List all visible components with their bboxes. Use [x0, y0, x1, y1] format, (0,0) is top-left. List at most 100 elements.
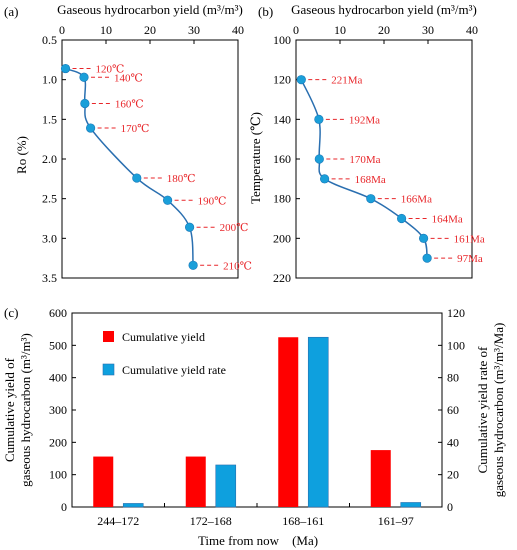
a-annotation-label: 160℃: [115, 98, 144, 110]
panel-a-points: [60, 63, 198, 270]
b-data-point: [422, 253, 432, 263]
b-y-tick-label: 160: [273, 152, 291, 166]
a-data-point: [188, 260, 198, 270]
panel-c-y-axis-title-line-2: gaseous hydrocarbon (m³/m³): [18, 333, 33, 487]
b-y-tick-label: 200: [273, 231, 291, 245]
c-y-tick-label: 100: [49, 468, 67, 482]
a-data-point: [132, 173, 142, 183]
panel-a: (a) Gaseous hydrocarbon yield (m³/m³) Ro…: [4, 2, 252, 285]
b-x-tick-label: 40: [466, 23, 478, 37]
b-y-tick-label: 140: [273, 112, 291, 126]
panel-a-plot-frame: [61, 39, 239, 279]
b-annotation-label: 221Ma: [331, 75, 362, 87]
b-data-point: [296, 75, 306, 85]
b-data-point: [320, 174, 330, 184]
panel-a-y-axis-title: Ro (%): [14, 136, 29, 174]
b-data-point: [314, 114, 324, 124]
a-data-point: [60, 63, 71, 74]
panel-a-y-ticks: 0.5 1.0 1.5 2.0 2.5 3.0 3.5: [42, 33, 66, 285]
panel-c-y-axis-title-line-1: Cumulative yield of: [2, 357, 17, 462]
a-annotation-label: 180℃: [167, 173, 196, 185]
b-data-point: [366, 194, 376, 204]
b-x-tick-label: 30: [422, 23, 434, 37]
c-y2-tick-label: 40: [447, 435, 459, 449]
b-x-tick-label: 10: [334, 23, 346, 37]
cumulative-yield-bar: [185, 456, 206, 507]
c-y2-tick-label: 120: [447, 306, 465, 320]
cumulative-yield-bar: [278, 337, 299, 507]
a-data-point: [79, 72, 89, 82]
a-data-point: [163, 195, 173, 205]
cumulative-yield-rate-bar: [215, 464, 237, 508]
c-y-tick-label: 300: [49, 403, 67, 417]
b-annotation-label: 168Ma: [355, 174, 386, 186]
c-y-tick-label: 400: [49, 371, 67, 385]
a-x-tick-label: 10: [100, 23, 112, 37]
b-y-tick-label: 180: [273, 192, 291, 206]
a-annotation-label: 140℃: [114, 72, 143, 84]
c-x-tick-label: 168–161: [282, 514, 324, 528]
legend-swatch-cumulative-yield-rate: [102, 363, 115, 376]
b-y-tick-label: 100: [273, 33, 291, 47]
a-x-tick-label: 0: [59, 23, 65, 37]
panel-c: (c) Cumulative yield of gaseous hydrocar…: [2, 305, 506, 548]
a-y-tick-label: 1.0: [42, 73, 57, 87]
c-y-tick-label: 200: [49, 435, 67, 449]
panel-b-curve: [300, 79, 428, 259]
panel-c-x-ticks: 244–172 172–168 168–161 161–97: [97, 503, 414, 528]
panel-a-label: (a): [4, 4, 18, 19]
a-annotation-label: 120℃: [96, 64, 125, 76]
a-annotation-label: 170℃: [121, 123, 150, 135]
legend-swatch-cumulative-yield: [103, 331, 114, 342]
c-y2-tick-label: 80: [447, 371, 459, 385]
b-data-point: [314, 154, 324, 164]
a-annotation-label: 200℃: [220, 222, 249, 234]
a-annotation-label: 190℃: [198, 195, 227, 207]
c-y-tick-label: 0: [61, 500, 67, 514]
b-annotation-label: 164Ma: [432, 214, 463, 226]
b-y-tick-label: 220: [273, 271, 291, 285]
cumulative-yield-rate-bar: [307, 336, 329, 508]
panel-b-label: (b): [258, 4, 273, 19]
panel-c-y-ticks: 0 100 200 300 400 500 600: [49, 306, 76, 514]
panel-c-y2-axis-title-line-2: gaseous hydrocarbon (m³/m³/Ma): [491, 323, 506, 498]
panel-c-x-axis-title: Time from now (Ma): [198, 533, 318, 548]
panel-a-x-axis-title: Gaseous hydrocarbon yield (m³/m³): [57, 2, 243, 17]
panel-b-y-ticks: 100 120 140 160 180 200 220: [273, 33, 300, 285]
c-y2-tick-label: 60: [447, 403, 459, 417]
a-data-point: [80, 98, 90, 109]
c-y2-tick-label: 100: [447, 338, 465, 352]
cumulative-yield-bar: [370, 450, 391, 507]
c-y-tick-label: 500: [49, 338, 67, 352]
a-y-tick-label: 1.5: [42, 112, 57, 126]
b-annotation-label: 97Ma: [457, 253, 483, 265]
c-y2-tick-label: 0: [447, 500, 453, 514]
c-y2-tick-label: 20: [447, 468, 459, 482]
panel-b-x-ticks: 0 10 20 30 40: [293, 23, 478, 44]
a-data-point: [185, 222, 195, 232]
a-annotation-label: 210℃: [223, 260, 252, 272]
a-y-tick-label: 0.5: [42, 33, 57, 47]
panel-c-bars: [93, 336, 422, 508]
b-data-point: [419, 233, 429, 243]
b-annotation-label: 166Ma: [401, 194, 432, 206]
c-y-tick-label: 600: [49, 306, 67, 320]
panel-a-x-ticks: 0 10 20 30 40: [59, 23, 244, 44]
panel-c-y2-ticks: 0 20 40 60 80 100 120: [438, 306, 465, 514]
legend-label-cumulative-yield: Cumulative yield: [122, 330, 205, 344]
panel-b-points: [296, 75, 432, 263]
b-annotation-label: 170Ma: [349, 154, 380, 166]
b-annotation-label: 192Ma: [349, 114, 380, 126]
a-y-tick-label: 2.0: [42, 152, 57, 166]
panel-c-label: (c): [4, 305, 18, 320]
b-data-point: [397, 213, 407, 224]
b-x-tick-label: 0: [293, 23, 299, 37]
cumulative-yield-rate-bar: [122, 503, 144, 508]
b-y-tick-label: 120: [273, 73, 291, 87]
legend-label-cumulative-yield-rate: Cumulative yield rate: [122, 363, 226, 377]
panel-c-legend: Cumulative yield Cumulative yield rate: [102, 330, 226, 377]
panel-b-y-axis-title: Temperature (℃): [248, 112, 263, 204]
